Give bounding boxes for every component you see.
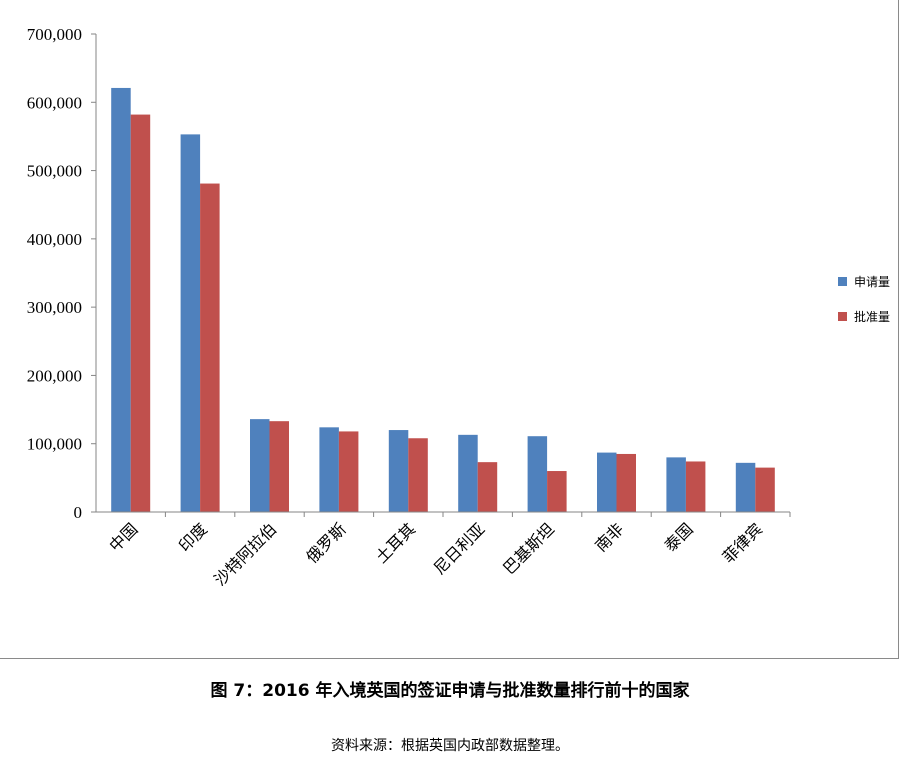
bar-applications bbox=[666, 457, 686, 512]
y-tick-label: 600,000 bbox=[27, 93, 82, 112]
y-tick-label: 300,000 bbox=[27, 298, 82, 317]
bar-applications bbox=[597, 452, 617, 512]
y-tick-label: 500,000 bbox=[27, 162, 82, 181]
bar-applications bbox=[250, 419, 270, 512]
y-axis: 0 100,000 200,000 300,000 400,000 500,000 600,… bbox=[27, 25, 97, 522]
bar-approvals bbox=[547, 471, 567, 512]
x-category-label: 泰国 bbox=[661, 519, 697, 555]
legend-swatch bbox=[838, 312, 847, 321]
x-category-label: 沙特阿拉伯 bbox=[210, 519, 280, 589]
bar-approvals bbox=[477, 462, 498, 512]
x-category-label: 菲律宾 bbox=[719, 519, 766, 566]
bar-approvals bbox=[130, 114, 151, 512]
bar-approvals bbox=[338, 431, 359, 512]
bar-applications bbox=[111, 87, 131, 513]
legend-swatch bbox=[838, 277, 847, 286]
bar-approvals bbox=[616, 453, 636, 512]
bar-approvals bbox=[200, 183, 220, 512]
y-tick-label: 700,000 bbox=[27, 25, 82, 44]
x-category-label: 尼日利亚 bbox=[430, 519, 489, 578]
bar-chart: 0 100,000 200,000 300,000 400,000 500,000 600,… bbox=[27, 25, 890, 589]
bar-applications bbox=[180, 134, 201, 512]
x-category-label: 印度 bbox=[175, 519, 211, 555]
source-note: 资料来源：根据英国内政部数据整理。 bbox=[331, 738, 569, 754]
x-category-label: 巴基斯坦 bbox=[499, 519, 558, 578]
bars bbox=[111, 87, 775, 513]
bar-applications bbox=[735, 462, 756, 512]
bar-approvals bbox=[755, 467, 775, 512]
x-category-label: 土耳其 bbox=[372, 519, 419, 566]
legend-label: 批准量 bbox=[854, 309, 890, 324]
figure-caption: 图 7：2016 年入境英国的签证申请与批准数量排行前十的国家 bbox=[210, 681, 690, 701]
bar-applications bbox=[388, 430, 409, 512]
y-tick-label: 0 bbox=[74, 503, 83, 522]
x-axis: 中国 印度 沙特阿拉伯 俄罗斯 土耳其 尼日利亚 巴基斯坦 南非 泰国 菲律宾 bbox=[96, 511, 791, 589]
chart-frame bbox=[0, 0, 899, 659]
x-category-label: 中国 bbox=[105, 519, 141, 555]
bar-applications bbox=[527, 436, 548, 512]
bar-approvals bbox=[408, 438, 428, 512]
y-tick-label: 100,000 bbox=[27, 435, 82, 454]
bar-applications bbox=[319, 427, 339, 512]
bar-approvals bbox=[685, 461, 706, 512]
bar-approvals bbox=[269, 421, 289, 512]
bar-applications bbox=[458, 434, 478, 512]
y-tick-label: 200,000 bbox=[27, 366, 82, 385]
x-category-label: 俄罗斯 bbox=[302, 519, 349, 566]
x-category-label: 南非 bbox=[591, 519, 627, 555]
legend-label: 申请量 bbox=[854, 275, 890, 289]
y-tick-label: 400,000 bbox=[27, 230, 82, 249]
